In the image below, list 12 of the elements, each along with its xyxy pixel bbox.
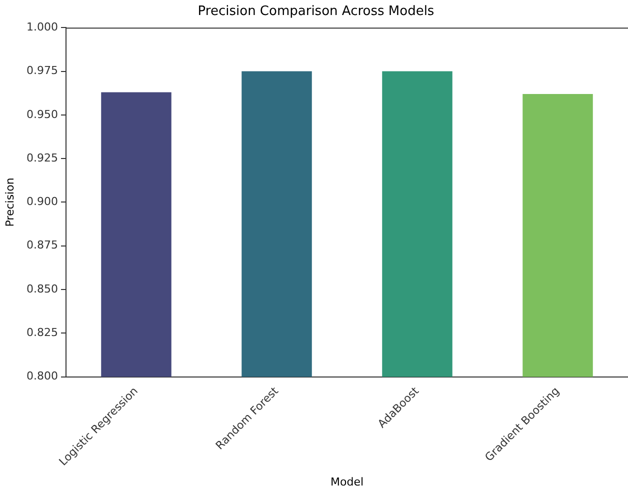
y-axis-title: Precision [3, 178, 16, 227]
y-tick-label: 0.875 [26, 238, 58, 252]
y-tick-label: 0.975 [26, 64, 58, 78]
y-tick-label: 1.000 [26, 20, 58, 34]
y-tick-label: 0.925 [26, 151, 58, 164]
chart-title: Precision Comparison Across Models [198, 4, 434, 20]
y-tick-label: 0.825 [26, 326, 58, 340]
y-tick-label: 0.800 [26, 370, 58, 383]
x-axis-title: Model [330, 475, 364, 488]
y-tick-label: 0.900 [26, 195, 58, 208]
y-tick-label: 0.950 [26, 108, 58, 121]
y-tick-label: 0.850 [26, 282, 58, 296]
